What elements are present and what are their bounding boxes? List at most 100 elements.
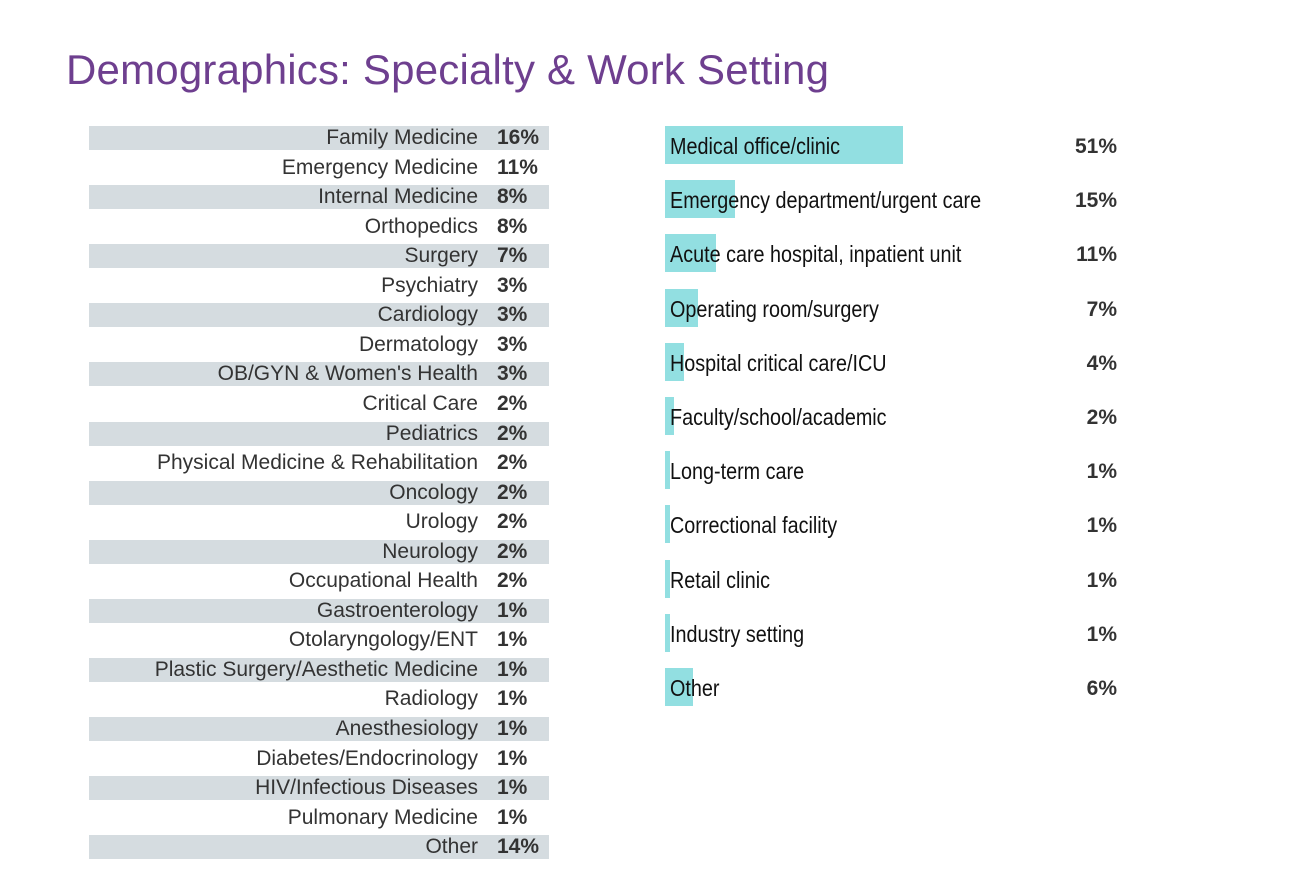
bar [665,397,675,435]
table-row: Psychiatry 3% [89,274,549,298]
bar-row: Emergency department/urgent care 15% [665,180,1120,220]
table-row: Emergency Medicine 11% [89,156,549,180]
specialty-label: Family Medicine [326,126,478,149]
specialty-label: HIV/Infectious Diseases [255,776,478,800]
bar-row: Other 6% [665,668,1120,708]
bar-value: 1% [1086,514,1117,538]
table-row: Pediatrics 2% [89,421,549,446]
bar-label: Medical office/clinic [670,133,841,159]
specialty-label: Surgery [404,244,478,268]
specialty-value: 1% [497,598,528,622]
bar-row: Correctional facility 1% [665,505,1120,545]
specialty-label: Gastroenterology [316,598,478,622]
specialty-value: 2% [497,391,528,415]
bar-value: 7% [1086,297,1117,321]
specialty-label: Cardiology [377,303,478,327]
bar-value: 4% [1086,351,1117,375]
table-row: Gastroenterology 1% [89,598,549,623]
specialty-label: OB/GYN & Women's Health [217,362,478,386]
table-row: Surgery 7% [89,244,549,269]
specialty-label: Orthopedics [364,214,478,238]
bar-row: Operating room/surgery 7% [665,288,1120,329]
table-row: Dermatology 3% [89,333,549,357]
bar-row: Industry setting 1% [665,613,1120,654]
bar-value: 15% [1074,189,1117,213]
bar-row: Acute care hospital, inpatient unit 11% [665,234,1120,274]
table-row: Anesthesiology 1% [89,717,549,741]
specialty-label: Emergency Medicine [281,155,478,179]
bar-value: 51% [1074,135,1117,158]
bar-label: Hospital critical care/ICU [670,349,887,376]
specialty-value: 2% [497,451,528,475]
table-row: Neurology 2% [89,539,549,564]
bar [665,613,670,652]
bar [665,505,670,544]
bar [665,342,684,381]
table-row: Pulmonary Medicine 1% [89,806,549,830]
bar [665,234,717,273]
specialty-value: 3% [497,332,528,356]
specialty-value: 14% [497,835,540,859]
specialty-value: 3% [497,273,528,297]
specialty-value: 11% [497,155,538,179]
specialty-value: 3% [497,362,528,386]
specialty-value: 7% [497,244,528,268]
table-row: Physical Medicine & Rehabilitation 2% [89,451,549,475]
bar-label: Operating room/surgery [670,295,879,322]
bar-row: Retail clinic 1% [665,559,1120,600]
specialty-value: 2% [497,539,528,563]
specialty-label: Diabetes/Endocrinology [256,746,478,770]
bar [665,559,670,598]
specialty-label: Oncology [389,480,478,504]
specialty-label: Internal Medicine [318,185,478,209]
table-row: Diabetes/Endocrinology 1% [89,747,549,771]
specialty-label: Pediatrics [385,421,478,445]
bar-row: Long-term care 1% [665,451,1120,491]
bar-row: Hospital critical care/ICU 4% [665,342,1120,383]
bar-value: 1% [1086,568,1117,592]
bar-label: Other [670,675,720,701]
specialty-label: Critical Care [362,391,478,415]
table-row: Orthopedics 8% [89,215,549,239]
bar-label: Long-term care [670,458,805,485]
specialty-label: Anesthesiology [335,717,478,740]
specialty-label: Occupational Health [288,569,478,593]
specialty-value: 8% [497,214,528,238]
specialty-value: 1% [497,657,528,681]
bar-row: Faculty/school/academic 2% [665,397,1120,437]
specialty-value: 1% [497,717,528,740]
bar-value: 1% [1086,460,1117,484]
specialty-label: Physical Medicine & Rehabilitation [157,451,478,475]
bar-label: Retail clinic [670,566,771,593]
table-row: Plastic Surgery/Aesthetic Medicine 1% [89,657,549,682]
bar-value: 1% [1086,622,1117,646]
table-row: Occupational Health 2% [89,569,549,593]
specialty-label: Other [425,835,478,859]
specialty-value: 1% [497,746,528,770]
page-title: Demographics: Specialty & Work Setting [66,46,830,93]
bar [665,668,694,706]
specialty-label: Otolaryngology/ENT [288,628,478,652]
table-row: Other 14% [89,835,549,860]
bar [665,126,904,164]
table-row: OB/GYN & Women's Health 3% [89,362,549,387]
bar-label: Faculty/school/academic [670,404,887,430]
specialty-value: 2% [497,510,528,534]
bar-value: 11% [1076,243,1117,267]
bar-label: Emergency department/urgent care [670,187,982,214]
specialty-value: 2% [497,569,528,593]
specialty-value: 1% [497,805,528,829]
bar [665,451,670,490]
specialty-label: Dermatology [358,332,478,356]
specialty-label: Psychiatry [381,273,478,297]
table-row: Otolaryngology/ENT 1% [89,628,549,652]
table-row: Oncology 2% [89,480,549,505]
table-row: Cardiology 3% [89,303,549,328]
specialty-label: Neurology [382,539,478,563]
specialty-value: 16% [497,126,540,149]
table-row: Internal Medicine 8% [89,185,549,210]
specialty-value: 3% [497,303,528,327]
specialty-label: Urology [405,510,478,534]
specialty-value: 2% [497,421,528,445]
